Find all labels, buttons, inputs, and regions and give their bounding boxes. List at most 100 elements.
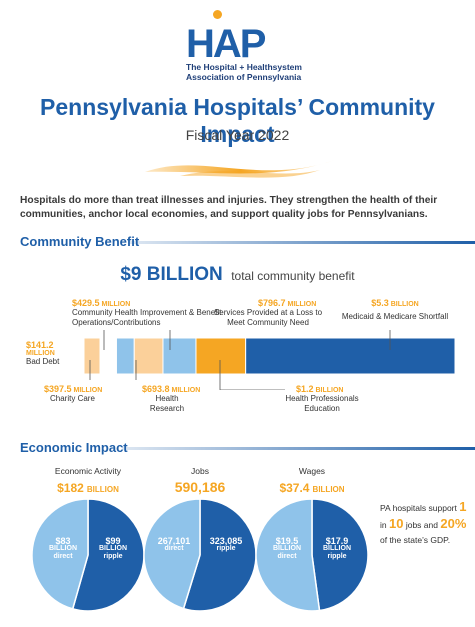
pie-title-economic: Economic Activity bbox=[54, 466, 122, 476]
sub: direct bbox=[164, 545, 184, 552]
leader-services-loss bbox=[169, 330, 171, 350]
pie-2-slice-direct bbox=[255, 498, 321, 612]
amount: $37.4 bbox=[279, 481, 310, 495]
total-label: total community benefit bbox=[231, 269, 355, 283]
label-bad-debt: $141.2 MILLION Bad Debt bbox=[26, 340, 76, 367]
sub: BILLION ripple bbox=[323, 545, 351, 560]
sub: BILLION direct bbox=[273, 545, 301, 560]
economic-impact-heading: Economic Impact bbox=[20, 440, 128, 455]
total-amount: $9 BILLION bbox=[120, 264, 223, 285]
unit: MILLION bbox=[73, 387, 103, 394]
fact-number-2: 10 bbox=[389, 516, 404, 531]
pie-label-wages-ripple: $17.9 BILLION ripple bbox=[316, 537, 358, 561]
sub: ripple bbox=[216, 545, 236, 552]
bar-segment-4 bbox=[162, 337, 197, 375]
unit: MILLION bbox=[101, 301, 131, 308]
fact-text-3: jobs and bbox=[405, 520, 438, 530]
amount: $141.2 bbox=[26, 340, 54, 350]
value: $19.5 bbox=[275, 536, 299, 546]
label-text: Health Professionals Education bbox=[285, 394, 359, 413]
pie-0-slice-direct bbox=[31, 498, 89, 610]
amount: $397.5 bbox=[44, 384, 72, 394]
amount: $1.2 bbox=[296, 384, 314, 394]
sub: BILLION ripple bbox=[99, 545, 127, 560]
bar-segment-5 bbox=[195, 337, 247, 375]
logo-line-2: Association of Pennsylvania bbox=[186, 72, 302, 82]
pie-amount-wages: $37.4 BILLION bbox=[252, 481, 372, 495]
pie-amount-jobs: 590,186 bbox=[174, 479, 226, 495]
bar-segment-0 bbox=[83, 337, 101, 375]
unit: MILLION bbox=[287, 301, 317, 308]
pie-1-slice-direct bbox=[143, 498, 201, 610]
bar-segment-3 bbox=[133, 337, 164, 375]
pie-2-slice-ripple bbox=[311, 498, 369, 612]
leader-lines bbox=[89, 330, 391, 390]
label-health-research: $693.8 MILLION Health Research bbox=[142, 384, 212, 414]
pie-title-jobs: Jobs bbox=[191, 466, 209, 476]
sub: BILLION direct bbox=[49, 545, 77, 560]
pie-label-jobs-ripple: 323,085 ripple bbox=[202, 537, 250, 553]
label-text: Services Provided at a Loss to Meet Comm… bbox=[213, 308, 323, 327]
value: $99 bbox=[105, 536, 121, 546]
amount: $182 bbox=[57, 481, 84, 495]
logo-dot-icon bbox=[213, 10, 222, 19]
fact-number-1: 1 bbox=[459, 499, 467, 514]
label-education: $1.2 BILLION Health Professionals Educat… bbox=[272, 384, 372, 414]
pie-0-slice-ripple bbox=[71, 498, 145, 612]
pie-label-jobs-direct: 267,101 direct bbox=[150, 537, 198, 553]
label-text: Community Health Improvement & Benefit O… bbox=[72, 308, 222, 327]
amount: $693.8 bbox=[142, 384, 170, 394]
unit: MILLION bbox=[171, 387, 201, 394]
unit: MILLION bbox=[26, 350, 55, 357]
unit: BILLION bbox=[315, 387, 344, 394]
logo-tagline: The Hospital + Healthsystem Association … bbox=[186, 62, 302, 82]
unit: BILLION bbox=[86, 485, 119, 494]
label-text: Charity Care bbox=[50, 394, 95, 403]
unit: BILLION bbox=[390, 301, 419, 308]
label-medicaid: $5.3 BILLION Medicaid & Medicare Shortfa… bbox=[330, 298, 460, 322]
label-services-loss: $796.7 MILLION Services Provided at a Lo… bbox=[208, 298, 328, 328]
bar-segment-2 bbox=[115, 337, 135, 375]
hap-logo: HAP bbox=[186, 22, 266, 66]
label-community-health: $429.5 MILLION Community Health Improvem… bbox=[72, 298, 222, 328]
fact-text-4: of the state’s GDP. bbox=[380, 535, 451, 545]
leader-education bbox=[219, 360, 285, 390]
pie-group bbox=[31, 498, 369, 612]
fact-number-3: 20% bbox=[440, 516, 467, 531]
unit: BILLION bbox=[312, 485, 345, 494]
amount: $5.3 bbox=[371, 298, 389, 308]
page-subtitle: Fiscal Year 2022 bbox=[185, 127, 290, 143]
section-divider bbox=[130, 241, 475, 244]
pie-label-economic-direct: $83 BILLION direct bbox=[40, 537, 86, 561]
bar-segment-6 bbox=[245, 337, 456, 375]
amount: $796.7 bbox=[258, 298, 286, 308]
community-benefit-total: $9 BILLION total community benefit bbox=[0, 264, 475, 286]
label-text: Medicaid & Medicare Shortfall bbox=[341, 312, 449, 321]
page-title: Pennsylvania Hospitals’ Community Impact bbox=[40, 94, 435, 147]
pie-1-slice-ripple bbox=[182, 498, 257, 612]
amount: $429.5 bbox=[72, 298, 100, 308]
community-benefit-heading: Community Benefit bbox=[20, 234, 140, 249]
community-benefit-bar-chart bbox=[83, 330, 456, 390]
section-divider bbox=[122, 447, 475, 450]
pie-title-wages: Wages bbox=[298, 466, 326, 476]
bar-segment-1 bbox=[99, 337, 117, 375]
gdp-fact: PA hospitals support 1 in 10 jobs and 20… bbox=[380, 499, 470, 548]
label-text: Bad Debt bbox=[26, 357, 60, 366]
label-charity-care: $397.5 MILLION Charity Care bbox=[44, 384, 154, 404]
value: $17.9 bbox=[325, 536, 349, 546]
value: $83 bbox=[55, 536, 71, 546]
economic-impact-pies bbox=[31, 498, 369, 612]
swoosh-icon bbox=[145, 160, 335, 178]
label-text: Health Research bbox=[149, 394, 185, 413]
value: 267,101 bbox=[157, 536, 191, 546]
intro-paragraph: Hospitals do more than treat illnesses a… bbox=[20, 195, 438, 220]
fact-text-1: PA hospitals support bbox=[380, 503, 457, 513]
value: 323,085 bbox=[209, 536, 243, 546]
bar-segments bbox=[83, 337, 456, 375]
pie-label-economic-ripple: $99 BILLION ripple bbox=[92, 537, 134, 561]
pie-amount-economic: $182 BILLION bbox=[28, 481, 148, 495]
pie-label-wages-direct: $19.5 BILLION direct bbox=[264, 537, 310, 561]
logo-line-1: The Hospital + Healthsystem bbox=[186, 62, 302, 72]
fact-text-2: in bbox=[380, 520, 387, 530]
